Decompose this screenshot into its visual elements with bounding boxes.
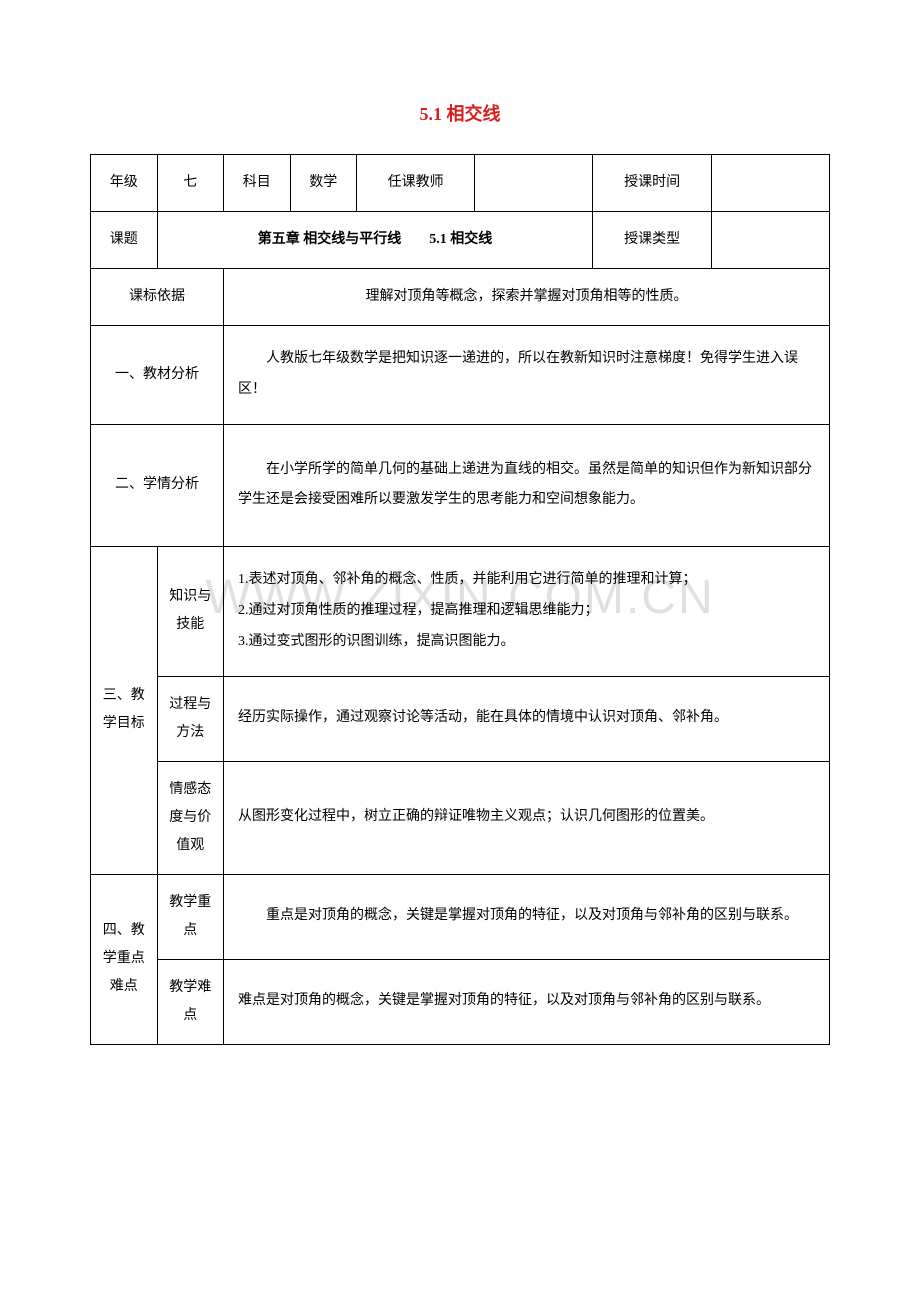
cell-obj-process-label: 过程与方法 [157,676,224,761]
cell-material-label: 一、教材分析 [91,326,224,425]
cell-keypoint-content: 重点是对顶角的概念，关键是掌握对顶角的特征，以及对顶角与邻补角的区别与联系。 [224,874,830,959]
table-row: 课题 第五章 相交线与平行线 5.1 相交线 授课类型 [91,212,830,269]
cell-subject-value: 数学 [290,155,357,212]
cell-subject-label: 科目 [224,155,291,212]
cell-obj-attitude-label: 情感态度与价值观 [157,761,224,874]
lesson-plan-table: 年级 七 科目 数学 任课教师 授课时间 课题 第五章 相交线与平行线 5.1 … [90,154,830,1045]
cell-learner-content: 在小学所学的简单几何的基础上递进为直线的相交。虽然是简单的知识但作为新知识部分学… [224,424,830,547]
cell-type-value [711,212,829,269]
cell-standard-label: 课标依据 [91,269,224,326]
cell-keypoint-label: 教学重点 [157,874,224,959]
cell-obj-process-content: 经历实际操作，通过观察讨论等活动，能在具体的情境中认识对顶角、邻补角。 [224,676,830,761]
table-row: 年级 七 科目 数学 任课教师 授课时间 [91,155,830,212]
cell-grade-value: 七 [157,155,224,212]
cell-obj-knowledge-label: 知识与技能 [157,547,224,676]
cell-topic-label: 课题 [91,212,158,269]
cell-difficulty-label: 教学难点 [157,959,224,1044]
table-row: 四、教学重点难点 教学重点 重点是对顶角的概念，关键是掌握对顶角的特征，以及对顶… [91,874,830,959]
cell-learner-label: 二、学情分析 [91,424,224,547]
cell-topic-content: 第五章 相交线与平行线 5.1 相交线 [157,212,593,269]
cell-standard-content: 理解对顶角等概念，探索并掌握对顶角相等的性质。 [224,269,830,326]
cell-difficulty-content: 难点是对顶角的概念，关键是掌握对顶角的特征，以及对顶角与邻补角的区别与联系。 [224,959,830,1044]
table-row: 过程与方法 经历实际操作，通过观察讨论等活动，能在具体的情境中认识对顶角、邻补角… [91,676,830,761]
page-title: 5.1 相交线 [90,100,830,126]
cell-obj-attitude-content: 从图形变化过程中，树立正确的辩证唯物主义观点；认识几何图形的位置美。 [224,761,830,874]
cell-grade-label: 年级 [91,155,158,212]
cell-objectives-group: 三、教学目标 [91,547,158,874]
cell-type-label: 授课类型 [593,212,711,269]
title-text: 5.1 相交线 [420,104,501,124]
table-row: 教学难点 难点是对顶角的概念，关键是掌握对顶角的特征，以及对顶角与邻补角的区别与… [91,959,830,1044]
table-row: 一、教材分析 人教版七年级数学是把知识逐一递进的，所以在教新知识时注意梯度！免得… [91,326,830,425]
table-row: 二、学情分析 在小学所学的简单几何的基础上递进为直线的相交。虽然是简单的知识但作… [91,424,830,547]
table-row: 情感态度与价值观 从图形变化过程中，树立正确的辩证唯物主义观点；认识几何图形的位… [91,761,830,874]
cell-time-label: 授课时间 [593,155,711,212]
cell-obj-knowledge-content: 1.表述对顶角、邻补角的概念、性质，并能利用它进行简单的推理和计算；2.通过对顶… [224,547,830,676]
cell-time-value [711,155,829,212]
cell-teacher-label: 任课教师 [357,155,475,212]
cell-material-content: 人教版七年级数学是把知识逐一递进的，所以在教新知识时注意梯度！免得学生进入误区！ [224,326,830,425]
cell-keypoints-group: 四、教学重点难点 [91,874,158,1044]
table-row: 三、教学目标 知识与技能 1.表述对顶角、邻补角的概念、性质，并能利用它进行简单… [91,547,830,676]
table-row: 课标依据 理解对顶角等概念，探索并掌握对顶角相等的性质。 [91,269,830,326]
cell-teacher-value [475,155,593,212]
